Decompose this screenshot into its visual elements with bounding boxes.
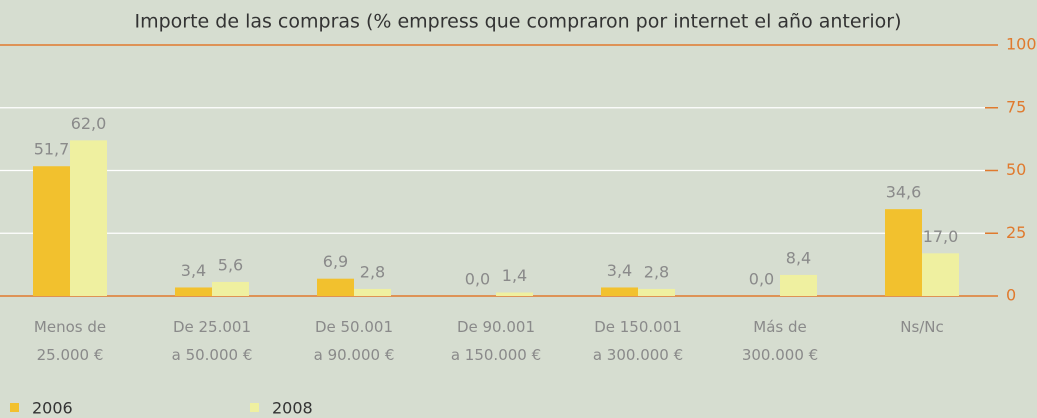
value-label: 51,7 bbox=[34, 140, 70, 159]
y-tick-label: 100 bbox=[1006, 35, 1037, 54]
value-label: 3,4 bbox=[181, 261, 206, 280]
x-tick-label: De 25.001 a 50.000 € bbox=[171, 318, 253, 364]
y-tick-label: 25 bbox=[1006, 223, 1026, 242]
bar bbox=[638, 288, 675, 296]
value-label: 6,9 bbox=[323, 252, 348, 271]
value-label: 0,0 bbox=[465, 270, 490, 289]
value-label: 1,4 bbox=[502, 266, 527, 285]
x-tick-label: Más de 300.000 € bbox=[741, 318, 819, 364]
bar bbox=[317, 278, 354, 296]
value-label: 2,8 bbox=[644, 262, 669, 281]
value-label: 34,6 bbox=[886, 183, 922, 202]
value-label: 8,4 bbox=[786, 248, 811, 267]
bar bbox=[212, 281, 249, 296]
bar bbox=[33, 166, 70, 296]
value-label: 3,4 bbox=[607, 261, 632, 280]
x-tick-label: De 50.001 a 90.000 € bbox=[313, 318, 395, 364]
bar bbox=[780, 274, 817, 296]
bar bbox=[175, 287, 212, 296]
x-tick-label: Ns/Nc bbox=[900, 318, 944, 336]
legend-swatch bbox=[10, 403, 19, 412]
value-label: 0,0 bbox=[749, 270, 774, 289]
x-tick-label: De 150.001 a 300.000 € bbox=[592, 318, 684, 364]
legend-label: 2008 bbox=[272, 399, 313, 418]
y-tick-label: 50 bbox=[1006, 160, 1026, 179]
x-tick-label: De 90.001 a 150.000 € bbox=[450, 318, 542, 364]
y-tick-label: 75 bbox=[1006, 97, 1026, 116]
bar bbox=[885, 209, 922, 296]
bar bbox=[601, 287, 638, 296]
value-label: 62,0 bbox=[71, 114, 107, 133]
x-tick-label: Menos de 25.000 € bbox=[33, 318, 107, 364]
legend-swatch bbox=[250, 403, 259, 412]
legend-label: 2006 bbox=[32, 399, 73, 418]
chart-title: Importe de las compras (% empress que co… bbox=[135, 11, 902, 33]
bar bbox=[496, 292, 533, 296]
bar bbox=[70, 140, 107, 296]
value-label: 17,0 bbox=[923, 227, 959, 246]
bar bbox=[354, 288, 391, 296]
bar bbox=[922, 253, 959, 296]
y-tick-label: 0 bbox=[1006, 286, 1016, 305]
value-label: 2,8 bbox=[360, 262, 385, 281]
value-label: 5,6 bbox=[218, 255, 243, 274]
